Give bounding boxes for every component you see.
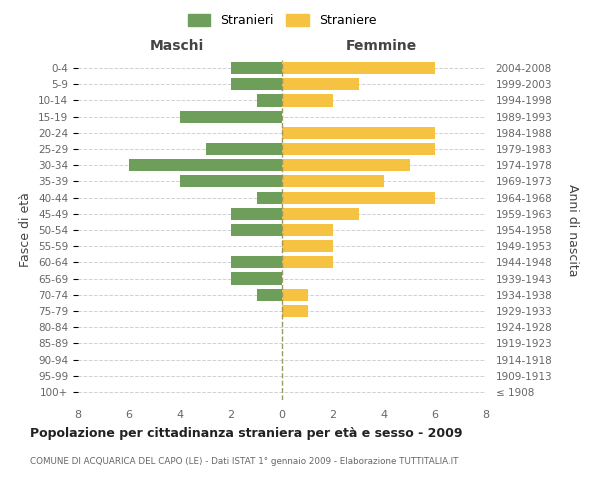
Legend: Stranieri, Straniere: Stranieri, Straniere [183, 8, 381, 32]
Bar [282, 256, 333, 268]
Text: Maschi: Maschi [150, 38, 204, 52]
Y-axis label: Fasce di età: Fasce di età [19, 192, 32, 268]
Bar [282, 159, 410, 172]
Bar [180, 110, 282, 122]
Bar [231, 224, 282, 236]
Bar [282, 305, 308, 317]
Bar [231, 272, 282, 284]
Text: Popolazione per cittadinanza straniera per età e sesso - 2009: Popolazione per cittadinanza straniera p… [30, 428, 463, 440]
Text: Femmine: Femmine [346, 38, 416, 52]
Bar [129, 159, 282, 172]
Bar [206, 143, 282, 155]
Bar [231, 62, 282, 74]
Bar [282, 143, 435, 155]
Bar [231, 256, 282, 268]
Bar [282, 94, 333, 106]
Bar [257, 288, 282, 301]
Bar [282, 224, 333, 236]
Bar [257, 94, 282, 106]
Y-axis label: Anni di nascita: Anni di nascita [566, 184, 580, 276]
Bar [282, 288, 308, 301]
Bar [180, 176, 282, 188]
Bar [282, 62, 435, 74]
Bar [282, 192, 435, 203]
Text: COMUNE DI ACQUARICA DEL CAPO (LE) - Dati ISTAT 1° gennaio 2009 - Elaborazione TU: COMUNE DI ACQUARICA DEL CAPO (LE) - Dati… [30, 458, 458, 466]
Bar [282, 240, 333, 252]
Bar [257, 192, 282, 203]
Bar [282, 127, 435, 139]
Bar [231, 78, 282, 90]
Bar [282, 208, 359, 220]
Bar [231, 208, 282, 220]
Bar [282, 176, 384, 188]
Bar [282, 78, 359, 90]
